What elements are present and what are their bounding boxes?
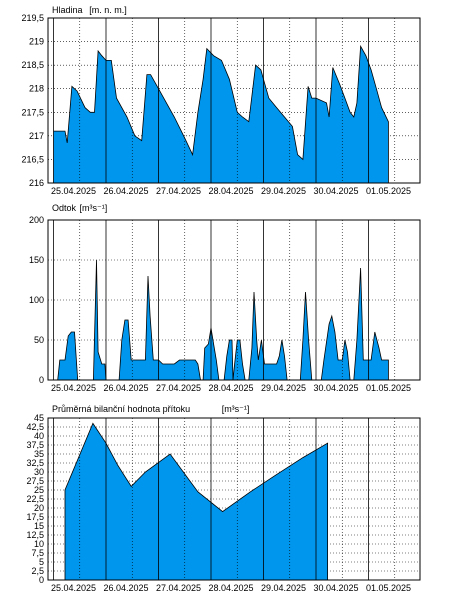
plot-frame — [47, 417, 421, 581]
x-tick-label: 25.04.2025 — [51, 583, 96, 593]
series-area — [65, 423, 328, 580]
chart-title: Průměrná bilanční hodnota přítoku — [52, 404, 190, 414]
y-tick-label: 30 — [34, 467, 44, 477]
chart-unit: [m. n. m.] — [89, 5, 127, 15]
chart-unit: [m³s⁻¹] — [222, 404, 250, 414]
series-area — [53, 46, 389, 183]
y-tick-label: 32,5 — [26, 458, 44, 468]
y-tick-label: 150 — [29, 255, 44, 265]
y-tick-label: 216 — [29, 178, 44, 188]
x-tick-label: 26.04.2025 — [103, 186, 148, 196]
plot-frame — [47, 219, 421, 381]
y-tick-label: 27,5 — [26, 476, 44, 486]
y-tick-label: 0 — [39, 375, 44, 385]
y-tick-label: 45 — [34, 413, 44, 423]
x-tick-label: 27.04.2025 — [156, 383, 201, 393]
x-tick-label: 25.04.2025 — [51, 383, 96, 393]
y-tick-label: 2,5 — [31, 566, 44, 576]
y-tick-label: 42,5 — [26, 422, 44, 432]
chart-panel: Odtok [m³s⁻¹] 0 50 100 150 200 25.04.2025 26.04.… — [29, 203, 421, 393]
y-tick-label: 22,5 — [26, 494, 44, 504]
x-tick-label: 28.04.2025 — [208, 583, 253, 593]
y-tick-label: 217,5 — [21, 107, 44, 117]
x-tick-label: 27.04.2025 — [156, 186, 201, 196]
y-tick-label: 217 — [29, 131, 44, 141]
y-tick-label: 37,5 — [26, 440, 44, 450]
chart-panel: Hladina [m. n. m.] 216 216,5 217 217,5 218 218,… — [21, 5, 421, 196]
y-tick-label: 100 — [29, 295, 44, 305]
y-tick-label: 25 — [34, 485, 44, 495]
y-tick-label: 216,5 — [21, 154, 44, 164]
x-tick-label: 01.05.2025 — [366, 186, 411, 196]
y-tick-label: 219 — [29, 37, 44, 47]
x-tick-label: 25.04.2025 — [51, 186, 96, 196]
x-tick-label: 30.04.2025 — [313, 583, 358, 593]
chart-title: Hladina — [52, 5, 83, 15]
y-tick-label: 200 — [29, 215, 44, 225]
chart-title: Odtok — [52, 203, 77, 213]
y-tick-label: 35 — [34, 449, 44, 459]
x-tick-label: 01.05.2025 — [366, 383, 411, 393]
series-area — [53, 260, 389, 380]
x-tick-label: 29.04.2025 — [261, 186, 306, 196]
series-line — [64, 422, 329, 580]
x-tick-label: 28.04.2025 — [208, 383, 253, 393]
y-tick-label: 15 — [34, 521, 44, 531]
x-tick-label: 29.04.2025 — [261, 583, 306, 593]
chart-panel: Průměrná bilanční hodnota přítoku [m³s⁻¹]… — [26, 404, 421, 593]
y-tick-label: 10 — [34, 539, 44, 549]
y-tick-label: 7,5 — [31, 548, 44, 558]
y-tick-label: 218,5 — [21, 60, 44, 70]
x-tick-label: 29.04.2025 — [261, 383, 306, 393]
series-line — [53, 44, 389, 183]
x-tick-label: 28.04.2025 — [208, 186, 253, 196]
y-tick-label: 5 — [39, 557, 44, 567]
chart-unit: [m³s⁻¹] — [80, 203, 108, 213]
x-tick-label: 27.04.2025 — [156, 583, 201, 593]
y-tick-label: 12,5 — [26, 530, 44, 540]
y-tick-label: 20 — [34, 503, 44, 513]
y-tick-label: 50 — [34, 335, 44, 345]
x-tick-label: 26.04.2025 — [103, 583, 148, 593]
x-tick-label: 01.05.2025 — [366, 583, 411, 593]
y-tick-label: 218 — [29, 84, 44, 94]
x-tick-label: 30.04.2025 — [313, 383, 358, 393]
y-tick-label: 0 — [39, 575, 44, 585]
y-tick-label: 40 — [34, 431, 44, 441]
x-tick-label: 30.04.2025 — [313, 186, 358, 196]
y-tick-label: 17,5 — [26, 512, 44, 522]
x-tick-label: 26.04.2025 — [103, 383, 148, 393]
y-tick-label: 219,5 — [21, 13, 44, 23]
plot-frame — [47, 17, 421, 184]
